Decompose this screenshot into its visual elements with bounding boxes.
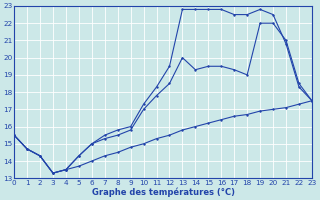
X-axis label: Graphe des températures (°C): Graphe des températures (°C) <box>92 187 235 197</box>
